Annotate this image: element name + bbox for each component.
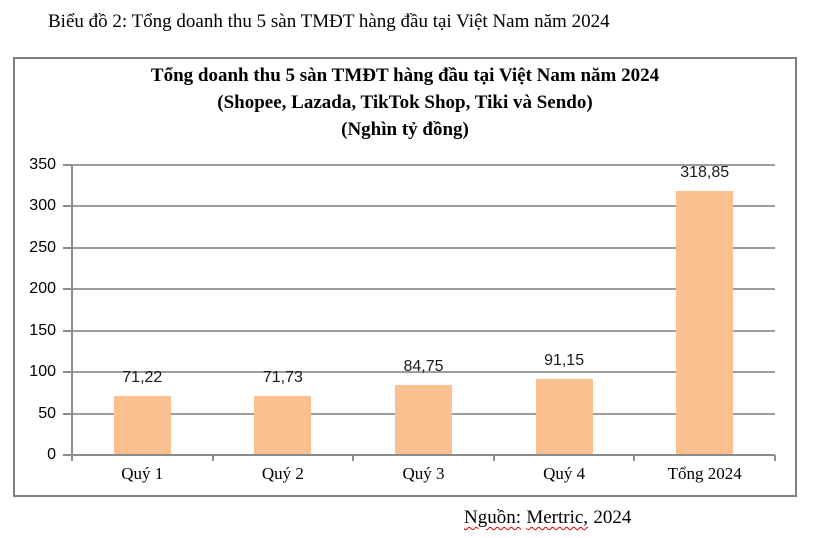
y-axis <box>71 165 73 456</box>
bar-value-label: 318,85 <box>680 163 730 181</box>
chart-frame: Tổng doanh thu 5 sàn TMĐT hàng đầu tại V… <box>13 57 797 497</box>
y-tick-label: 150 <box>29 321 56 339</box>
category-label: Quý 4 <box>543 464 586 483</box>
category-label: Quý 2 <box>261 464 304 483</box>
category-label: Quý 3 <box>402 464 445 483</box>
bar-value-label: 71,22 <box>122 368 163 386</box>
x-tick <box>211 455 214 461</box>
bar <box>113 395 171 455</box>
bar-value-label: 91,15 <box>544 352 585 370</box>
bar-value-label: 84,75 <box>403 357 444 375</box>
bar <box>254 395 312 455</box>
chart-title-line3: (Nghìn tỷ đồng) <box>341 119 469 140</box>
y-tick-label: 350 <box>29 156 56 173</box>
y-tick <box>63 205 72 208</box>
x-tick <box>774 455 776 461</box>
y-tick-label: 100 <box>29 363 56 381</box>
y-tick <box>63 288 72 291</box>
source-note: Nguồn: Mertric, 2024 <box>464 506 631 530</box>
bar <box>395 384 452 455</box>
source-label: Nguồn: <box>464 507 521 528</box>
y-tick <box>63 371 72 374</box>
chart-title-line2: (Shopee, Lazada, TikTok Shop, Tiki và Se… <box>217 92 593 113</box>
y-tick <box>63 246 72 249</box>
gridline <box>72 371 775 374</box>
source-year: 2024 <box>593 507 632 528</box>
y-tick <box>63 329 72 332</box>
y-tick <box>63 412 72 415</box>
source-name: Mertric, <box>526 507 589 528</box>
gridline <box>72 205 775 208</box>
y-tick-label: 250 <box>29 238 56 256</box>
x-tick <box>352 455 355 461</box>
x-tick <box>633 455 636 461</box>
x-tick <box>71 455 73 461</box>
gridline <box>72 329 775 332</box>
plot-area: 0 50 100 150 200 250 300 350 71,22 Quý 1 71,73 Quý … <box>29 156 776 483</box>
y-tick-label: 300 <box>29 197 56 215</box>
gridline <box>72 164 775 166</box>
gridline <box>72 246 775 249</box>
chart-title: Tổng doanh thu 5 sàn TMĐT hàng đầu tại V… <box>15 62 795 143</box>
y-tick <box>63 454 72 456</box>
figure-caption: Biểu đồ 2: Tổng doanh thu 5 sàn TMĐT hàn… <box>48 11 610 32</box>
bar-value-label: 71,73 <box>262 368 303 386</box>
chart-title-line1: Tổng doanh thu 5 sàn TMĐT hàng đầu tại V… <box>150 65 660 86</box>
x-axis <box>72 454 775 456</box>
gridline <box>72 288 775 291</box>
y-tick <box>63 164 72 166</box>
bar <box>535 379 593 455</box>
y-tick-label: 200 <box>29 280 56 298</box>
y-tick-label: 0 <box>47 446 56 463</box>
bar <box>676 190 734 455</box>
category-label: Quý 1 <box>121 464 164 483</box>
y-tick-label: 50 <box>38 404 56 422</box>
x-tick <box>492 455 495 461</box>
category-label: Tổng 2024 <box>667 464 742 483</box>
